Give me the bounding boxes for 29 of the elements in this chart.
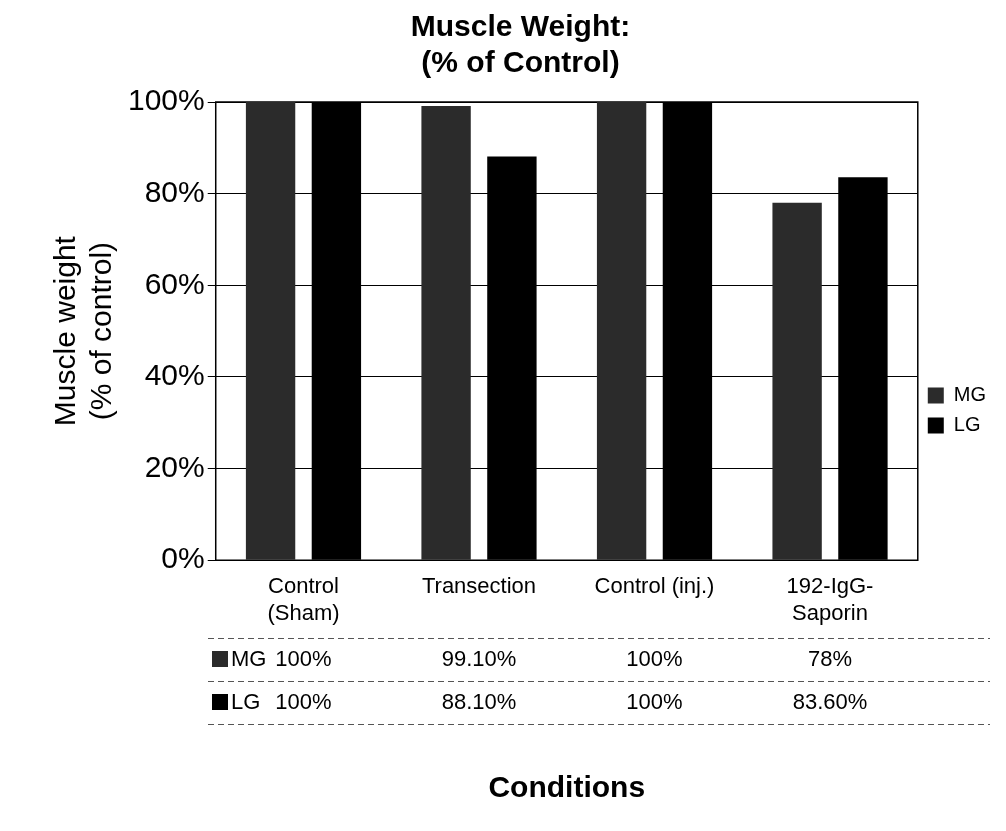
bar xyxy=(596,102,647,560)
y-axis-title: Muscle weight (% of control) xyxy=(48,235,118,427)
bar xyxy=(421,106,471,560)
x-tick-label: 192-IgG- Saporin xyxy=(786,573,874,625)
chart-title: Muscle Weight: (% of Control) xyxy=(410,9,631,79)
data-label: 83.60% xyxy=(792,689,868,715)
legend-label: MG xyxy=(231,646,267,672)
data-label: 78% xyxy=(808,646,853,672)
x-tick-label: Control (inj.) xyxy=(594,573,715,599)
data-label: 88.10% xyxy=(441,689,517,715)
x-tick-label: Transection xyxy=(421,573,537,599)
y-tick-label: 20% xyxy=(144,449,205,483)
text: MG xyxy=(953,383,986,406)
bar xyxy=(772,202,822,560)
y-tick-label: 0% xyxy=(161,541,205,575)
y-tick-label: 40% xyxy=(144,358,205,392)
legend-label: LG xyxy=(953,413,981,436)
data-label: 100% xyxy=(275,646,332,672)
x-tick-label: Control (Sham) xyxy=(267,573,340,625)
data-label: 100% xyxy=(275,689,332,715)
text: LG xyxy=(231,689,261,715)
data-label: 100% xyxy=(626,689,683,715)
y-tick-label: 100% xyxy=(127,83,205,117)
x-axis-title: Conditions xyxy=(488,770,646,804)
bar xyxy=(245,102,296,560)
y-tick-label: 80% xyxy=(144,174,205,208)
data-label: 100% xyxy=(626,646,683,672)
y-tick-label: 60% xyxy=(144,266,205,300)
data-label: 99.10% xyxy=(441,646,517,672)
